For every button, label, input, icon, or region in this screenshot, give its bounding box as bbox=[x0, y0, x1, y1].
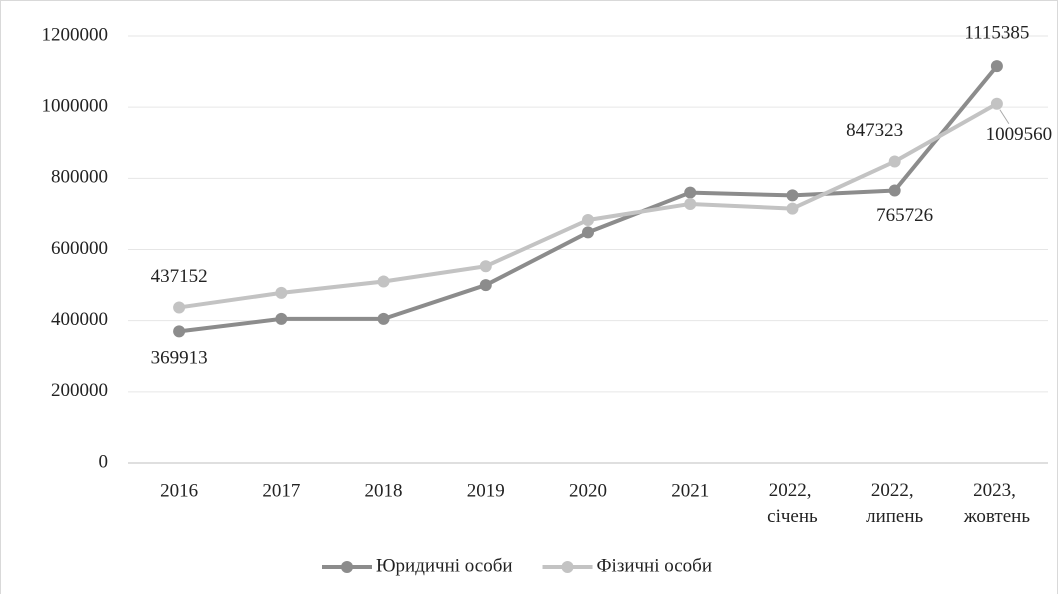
y-tick-label: 0 bbox=[99, 451, 109, 472]
x-tick-label: 2022, січень bbox=[767, 480, 818, 527]
data-point bbox=[173, 325, 186, 338]
x-tick-label-line: 2022, bbox=[871, 480, 919, 501]
x-tick-label-line: липень bbox=[866, 506, 923, 527]
data-point bbox=[479, 279, 492, 292]
data-point bbox=[990, 97, 1003, 110]
data-point bbox=[479, 260, 492, 273]
data-point bbox=[173, 301, 186, 314]
y-tick-label: 600000 bbox=[51, 238, 108, 259]
y-tick-label: 800000 bbox=[51, 167, 108, 188]
y-tick-label: 200000 bbox=[51, 380, 108, 401]
data-point bbox=[377, 275, 390, 288]
x-tick-label-line: січень bbox=[767, 506, 818, 527]
x-tick-label-line: жовтень bbox=[963, 506, 1031, 527]
data-point bbox=[377, 312, 390, 325]
x-tick-label-line: 2023, bbox=[973, 480, 1021, 501]
x-tick-label: 2023, жовтень bbox=[963, 480, 1031, 527]
x-tick-label: 2020 bbox=[569, 480, 607, 501]
leader-line bbox=[999, 109, 1010, 125]
data-point bbox=[786, 202, 799, 215]
data-point bbox=[582, 226, 594, 239]
legend-label: Юридичні особи bbox=[376, 555, 513, 576]
x-tick-label: 2019 bbox=[467, 480, 505, 501]
data-point bbox=[582, 213, 594, 226]
data-point bbox=[888, 155, 901, 168]
data-point bbox=[684, 197, 697, 210]
x-tick-label: 2021 bbox=[671, 480, 709, 501]
y-tick-label: 400000 bbox=[51, 309, 108, 330]
x-tick-label: 2018 bbox=[365, 480, 403, 501]
data-point bbox=[684, 186, 697, 199]
x-tick-label: 2022, липень bbox=[866, 480, 923, 527]
x-tick-label-line: 2022, bbox=[769, 480, 817, 501]
data-label: 369913 bbox=[151, 348, 208, 369]
legend-marker bbox=[561, 561, 574, 573]
legend-marker bbox=[341, 561, 353, 573]
data-point bbox=[990, 60, 1003, 73]
data-label: 847323 bbox=[846, 120, 903, 141]
data-point bbox=[275, 312, 288, 325]
data-label: 765726 bbox=[876, 205, 933, 226]
data-label: 1115385 bbox=[964, 22, 1029, 43]
data-point bbox=[786, 189, 799, 202]
data-label: 1009560 bbox=[986, 124, 1053, 145]
data-point bbox=[275, 286, 288, 299]
data-label: 437152 bbox=[151, 266, 208, 287]
data-point bbox=[888, 184, 901, 197]
x-tick-label: 2016 bbox=[160, 480, 198, 501]
x-tick-label: 2017 bbox=[262, 480, 300, 501]
legend-label: Фізичні особи bbox=[597, 555, 712, 576]
y-tick-label: 1200000 bbox=[42, 24, 109, 45]
y-tick-label: 1000000 bbox=[42, 96, 109, 117]
